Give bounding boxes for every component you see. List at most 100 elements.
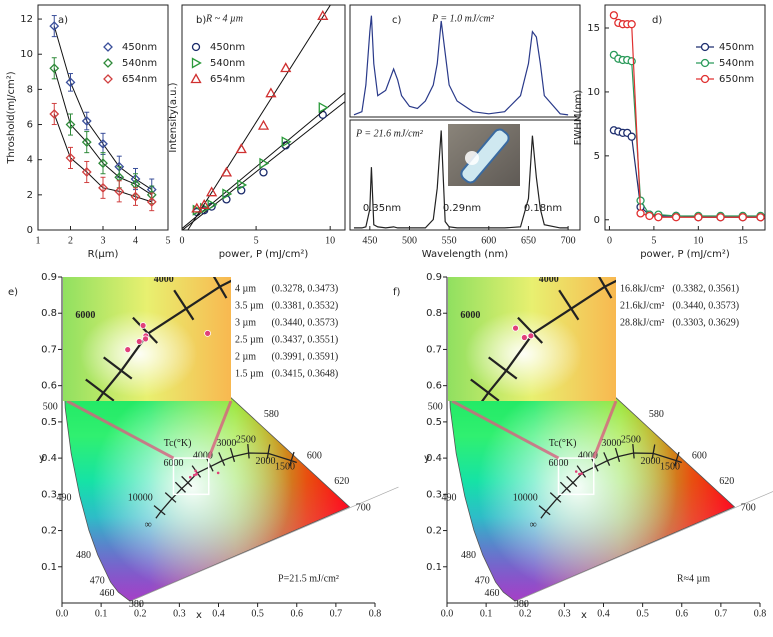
legend-label: 450nm [210, 42, 245, 53]
data-point [259, 157, 270, 170]
isotemperature-line [651, 444, 656, 459]
wavelength-label: 380 [129, 599, 144, 610]
crystal-glow [465, 151, 479, 165]
isotemperature-line [517, 316, 544, 344]
temperature-label: 2500 [236, 434, 256, 445]
table-name: 28.8kJ/cm² [620, 317, 664, 328]
y-axis-label: Intensity(a.u.) [168, 82, 179, 152]
fit-line [187, 5, 331, 230]
inset-temperature-label: 4000 [539, 274, 559, 285]
y-tick-label: 0.8 [426, 308, 442, 319]
isotemperature-line [153, 505, 166, 516]
legend-label: 450nm [719, 42, 754, 53]
data-point [65, 119, 76, 130]
y-tick-label: 15 [587, 23, 600, 34]
isotemperature-line [559, 481, 571, 493]
legend-marker [190, 73, 202, 84]
x-tick-label: 10 [693, 235, 703, 246]
data-point [694, 213, 703, 222]
table-coordinates: (0.3278, 0.3473) [272, 283, 339, 294]
inset-point [204, 329, 211, 337]
isotemperature-line [173, 289, 195, 321]
wavelength-label: 620 [719, 476, 734, 487]
legend-marker [191, 42, 201, 52]
x-tick-label: 600 [481, 235, 496, 246]
table-name: 21.6kJ/cm² [620, 300, 664, 311]
table-name: 2.5 µm [235, 334, 264, 345]
x-tick-label: 0.6 [291, 608, 304, 619]
annotation: R ~ 4 µm [205, 13, 243, 24]
inset-point [520, 334, 528, 341]
temperature-label: 10000 [128, 492, 153, 503]
temperature-label: 2000 [640, 456, 660, 467]
temperature-label: 4000 [193, 451, 213, 462]
annotation: P = 1.0 mJ/cm² [431, 13, 495, 24]
data-point [609, 11, 619, 20]
table-name: 2 µm [235, 351, 256, 362]
plot-frame [604, 4, 766, 231]
data-point [98, 158, 108, 169]
x-tick-label: 2 [68, 235, 73, 246]
data-point [654, 213, 663, 222]
data-point [645, 211, 654, 221]
data-line [353, 130, 569, 229]
x-tick-label: 0.7 [330, 608, 343, 619]
x-axis-label: R(µm) [88, 249, 119, 260]
legend-marker [700, 74, 710, 84]
data-point [220, 166, 233, 177]
temperature-label: 4000 [578, 451, 598, 462]
wavelength-label: 580 [649, 409, 664, 420]
error-bar [100, 176, 106, 199]
wavelength-label: 470 [475, 576, 490, 587]
x-tick-label: 1 [36, 235, 41, 246]
isotemperature-line [614, 447, 621, 463]
data-point [235, 143, 247, 154]
table-coordinates: (0.3382, 0.3561) [672, 283, 739, 294]
isotemperature-line [412, 266, 426, 298]
isotemperature-line [566, 475, 578, 488]
table-coordinates: (0.3440, 0.3573) [272, 317, 339, 328]
legend-marker [103, 58, 113, 68]
data-point [198, 198, 210, 209]
x-tick-label: 450 [362, 235, 377, 246]
legend-marker [700, 58, 710, 68]
width-label: 0.35nm [363, 203, 401, 214]
y-tick-label: 0.8 [41, 308, 57, 319]
purple-line [129, 486, 399, 602]
x-tick-label: 500 [402, 235, 417, 246]
table-coordinates: (0.3415, 0.3648) [272, 368, 339, 379]
wavelength-label: 480 [76, 550, 91, 561]
isotemperature-line [549, 492, 562, 503]
wavelength-label: 470 [90, 576, 105, 587]
y-tick-label: 0.7 [426, 344, 442, 355]
inset-temperature-label: 4000 [154, 274, 174, 285]
y-tick-label: 0.6 [426, 381, 442, 392]
chromaticity-point [574, 470, 578, 473]
annotation: P=21.5 mJ/cm² [278, 573, 339, 584]
isotemperature-line [632, 444, 635, 459]
y-axis-label: y [424, 453, 430, 464]
x-tick-label: 0.6 [676, 608, 689, 619]
y-axis-label: Throshold(mJ/cm²) [6, 71, 17, 164]
annotation: R≈4 µm [677, 573, 710, 584]
wavelength-label: 480 [461, 550, 476, 561]
error-bar [84, 131, 90, 154]
data-line [613, 129, 761, 218]
table-coordinates: (0.3303, 0.3629) [672, 317, 739, 328]
table-name: 16.8kJ/cm² [620, 283, 664, 294]
data-point [114, 186, 125, 197]
error-bar [68, 73, 73, 92]
isotemperature-line [85, 378, 115, 401]
inset-temperature-label: 6000 [75, 310, 95, 321]
data-point [207, 199, 218, 211]
y-axis-label: FWHM(nm) [573, 90, 584, 146]
y-tick-label: 0.1 [426, 562, 442, 573]
panel-label: c) [392, 15, 401, 26]
isotemperature-line [576, 465, 587, 478]
x-tick-label: 15 [738, 235, 748, 246]
data-point [636, 209, 645, 218]
inset-clip: 6000 4000 [75, 266, 426, 401]
x-tick-label: 0.3 [558, 608, 571, 619]
data-point [65, 153, 76, 163]
